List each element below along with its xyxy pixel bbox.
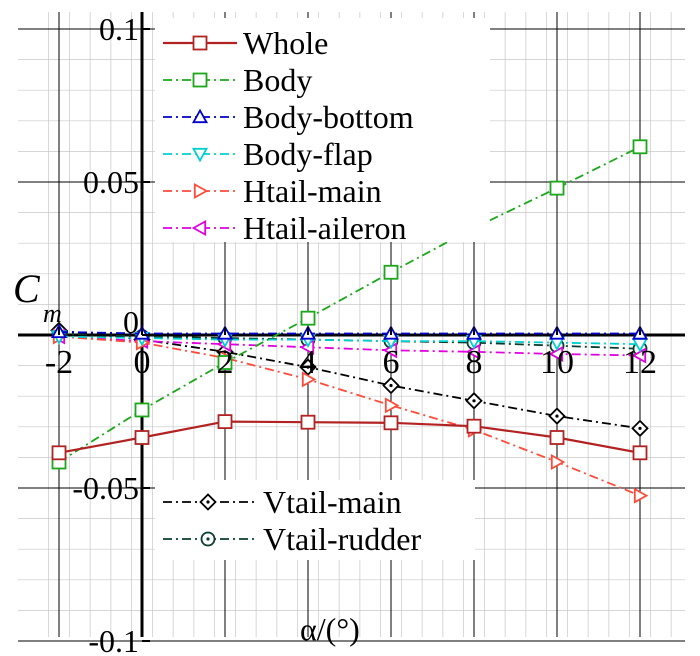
legend-label: Body-bottom [243,99,414,135]
legend-swatch-marker [192,72,208,88]
series-line [58,146,641,463]
data-point [383,264,399,280]
legend-entry: Body-bottom [163,99,414,135]
series-whole [51,414,648,461]
data-point [632,139,648,155]
legend-swatch-marker [191,147,209,163]
axes [18,12,685,637]
data-point [300,310,316,326]
data-point [300,414,316,430]
y-axis-label: C [13,266,41,311]
data-point-center [555,414,559,418]
y-tick-label: -0.05 [72,470,139,506]
data-point [549,430,565,445]
x-tick-label: -2 [45,344,73,381]
legend-entry: Whole [163,25,328,61]
y-tick-label: 0.1 [99,11,139,47]
legend-label: Htail-main [243,173,382,209]
y-tick-label: 0 [123,304,139,340]
legend-entry: Vtail-rudder [163,521,422,557]
x-tick-label: 8 [466,344,483,381]
legend-entry: Body-flap [163,136,373,172]
legend-lower-background [155,480,475,560]
legend-upper-background [155,18,490,242]
data-point [134,402,150,418]
data-point-center [389,383,393,388]
tick-labels: -2 0 2 4 6 8 10 12 -0.1 -0.05 0 0.05 0.1 [45,11,657,656]
data-point [383,415,399,431]
data-point [549,180,565,196]
legend-label: Body-flap [243,136,373,172]
data-point [301,371,317,388]
data-point [384,397,400,414]
y-tick-label: -0.1 [88,623,139,656]
series-line [58,335,641,497]
x-tick-label: 0 [134,344,151,381]
data-point-center [472,399,476,403]
legend-swatch-marker [191,108,209,124]
data-point [217,355,233,370]
y-tick-label: 0.05 [83,164,139,200]
x-tick-label: 2 [217,344,234,381]
legend-label: Htail-aileron [243,210,406,246]
data-point [51,445,67,461]
data-point [550,453,566,471]
legend-swatch-marker [193,182,209,200]
data-point [548,345,564,363]
data-point [134,430,150,445]
x-tick-label: 12 [623,344,657,381]
legend-swatch-marker [191,219,207,237]
data-point [465,343,481,360]
legend-label: Body [243,62,312,98]
data-point-center [638,426,642,430]
legend-label: Vtail-main [263,484,402,520]
x-tick-label: 10 [540,344,574,381]
data-point [633,487,649,504]
data-point-center [306,365,310,369]
legend-entry: Htail-aileron [163,210,406,246]
x-tick-label: 6 [383,344,400,381]
data-point [631,347,647,364]
data-point [217,414,233,429]
data-point-center [206,537,210,541]
legend-entry: Htail-main [163,173,382,209]
x-tick-label: 4 [300,344,317,381]
legend-entry: Vtail-main [163,484,402,520]
legend-upper: WholeBodyBody-bottomBody-flapHtail-mainH… [155,18,490,246]
series-line [58,335,641,346]
x-axis-label: α/(°) [300,611,360,647]
series-line [58,335,641,357]
series-line [58,331,640,335]
data-point-center [206,500,210,504]
data-point [466,418,482,434]
legend-entry: Body [163,62,312,98]
series-line [58,420,641,454]
data-point [632,445,648,461]
data-point-center [223,350,227,354]
y-axis-label-subscript: m [43,299,62,328]
legend-label: Whole [243,25,328,61]
legend-label: Vtail-rudder [263,521,422,557]
legend-swatch-marker [192,35,208,51]
